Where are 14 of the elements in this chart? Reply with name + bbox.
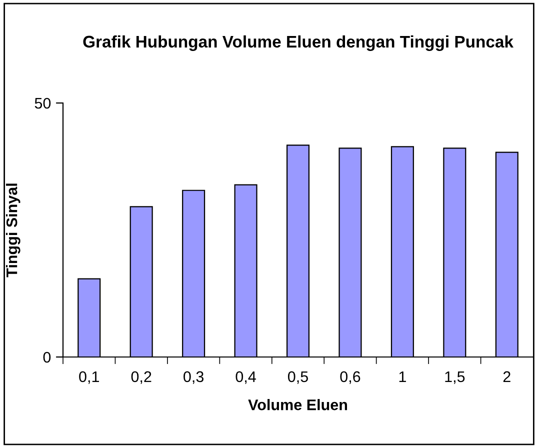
chart-title: Grafik Hubungan Volume Eluen dengan Tinggi Puncak (83, 35, 514, 51)
y-tick-label: 0 (43, 352, 51, 363)
x-tick-label: 0,3 (184, 371, 204, 384)
y-axis-title: Tinggi Sinyal (6, 184, 20, 278)
x-axis-title: Volume Eluen (248, 399, 348, 410)
x-tick-label: 0,2 (131, 371, 152, 384)
x-tick-label: 0,4 (236, 371, 256, 384)
x-tick-label: 0,6 (340, 371, 360, 384)
x-tick-label: 2 (503, 371, 510, 382)
x-tick-label: 1 (399, 371, 406, 382)
x-tick-label: 1,5 (445, 371, 465, 384)
y-tick-label: 50 (34, 98, 51, 109)
x-tick-label: 0,5 (288, 371, 308, 384)
x-tick-label: 0,1 (79, 371, 99, 384)
